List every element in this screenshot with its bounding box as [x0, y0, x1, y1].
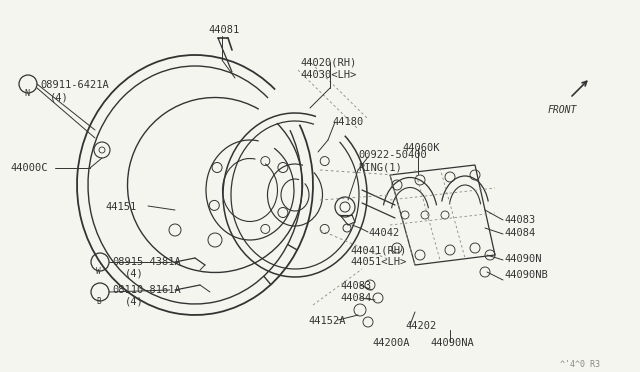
Text: 44084: 44084 [504, 228, 535, 238]
Text: 44081: 44081 [208, 25, 239, 35]
Text: 44051<LH>: 44051<LH> [350, 257, 406, 267]
Text: 44090NB: 44090NB [504, 270, 548, 280]
Text: 08911-6421A: 08911-6421A [40, 80, 109, 90]
Text: (4): (4) [50, 92, 68, 102]
Text: 00922-50400: 00922-50400 [358, 150, 427, 160]
Text: 44041(RH): 44041(RH) [350, 245, 406, 255]
Text: 44090NA: 44090NA [430, 338, 474, 348]
Text: N: N [24, 89, 29, 98]
Text: 44042: 44042 [368, 228, 399, 238]
Text: 44090N: 44090N [504, 254, 541, 264]
Text: 44202: 44202 [405, 321, 436, 331]
Text: (4): (4) [125, 297, 144, 307]
Text: 44083: 44083 [504, 215, 535, 225]
Text: 44180: 44180 [332, 117, 364, 127]
Text: 44020(RH): 44020(RH) [300, 57, 356, 67]
Text: ^'4^0 R3: ^'4^0 R3 [560, 360, 600, 369]
Text: 08110-8161A: 08110-8161A [112, 285, 180, 295]
Text: RING(1): RING(1) [358, 162, 402, 172]
Text: 44083: 44083 [340, 281, 371, 291]
Text: 44084: 44084 [340, 293, 371, 303]
Text: W: W [96, 267, 100, 276]
Text: FRONT: FRONT [548, 105, 577, 115]
Text: 44152A: 44152A [308, 316, 346, 326]
Text: 44200A: 44200A [372, 338, 410, 348]
Text: 44030<LH>: 44030<LH> [300, 70, 356, 80]
Text: 44000C: 44000C [10, 163, 47, 173]
Text: 44060K: 44060K [402, 143, 440, 153]
Text: B: B [96, 297, 100, 306]
Text: 08915-4381A: 08915-4381A [112, 257, 180, 267]
Text: 44151: 44151 [105, 202, 136, 212]
Text: (4): (4) [125, 269, 144, 279]
